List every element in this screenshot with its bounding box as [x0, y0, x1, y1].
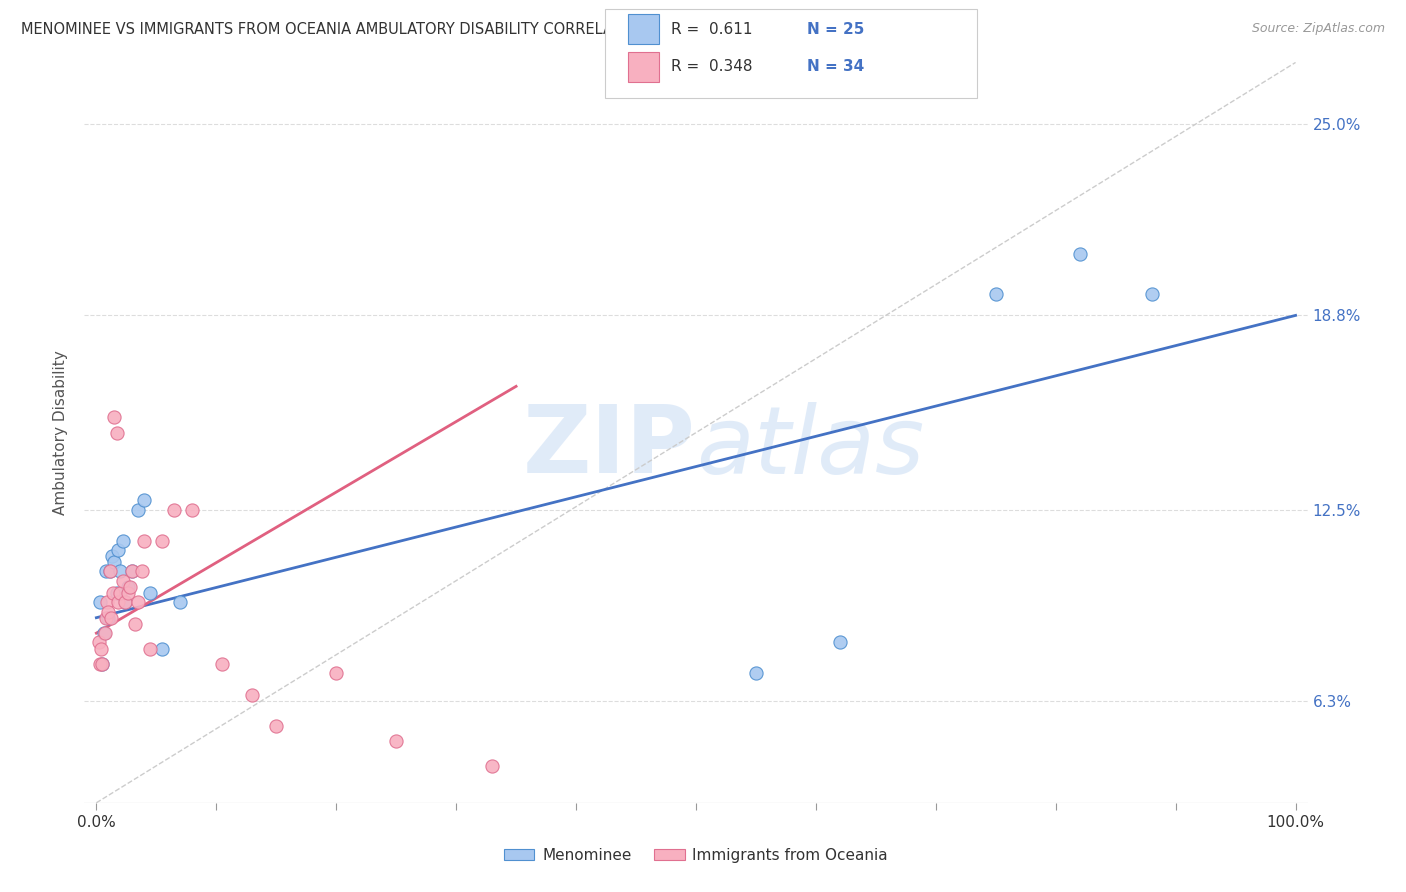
Point [1140, 286, 1163, 301]
Point [97, 610, 120, 624]
Point [121, 565, 143, 579]
Point [481, 758, 503, 772]
Point [97, 605, 120, 619]
Point [93, 626, 115, 640]
Point [114, 595, 136, 609]
Point [117, 580, 139, 594]
Point [101, 586, 124, 600]
Point [828, 635, 851, 649]
Point [107, 595, 129, 609]
Text: N = 25: N = 25 [807, 21, 865, 37]
Text: Source: ZipAtlas.com: Source: ZipAtlas.com [1251, 22, 1385, 36]
Point [91, 657, 114, 671]
Point [745, 666, 768, 681]
Point [111, 533, 134, 548]
Point [98, 565, 121, 579]
Point [150, 533, 173, 548]
Point [114, 595, 136, 609]
Text: MENOMINEE VS IMMIGRANTS FROM OCEANIA AMBULATORY DISABILITY CORRELATION CHART: MENOMINEE VS IMMIGRANTS FROM OCEANIA AMB… [21, 22, 702, 37]
Text: R =  0.348: R = 0.348 [671, 60, 752, 74]
Point [110, 586, 132, 600]
Point [100, 610, 122, 624]
Point [134, 493, 156, 508]
Point [89, 657, 111, 671]
Point [121, 565, 143, 579]
Legend: Menominee, Immigrants from Oceania: Menominee, Immigrants from Oceania [498, 842, 894, 869]
Point [169, 595, 191, 609]
Point [139, 586, 162, 600]
Point [163, 502, 186, 516]
Point [103, 555, 125, 569]
Point [87, 635, 110, 649]
Y-axis label: Ambulatory Disability: Ambulatory Disability [53, 351, 69, 515]
Text: R =  0.611: R = 0.611 [671, 21, 752, 37]
Point [240, 688, 263, 702]
Point [94, 610, 117, 624]
Point [89, 595, 111, 609]
Text: N = 34: N = 34 [807, 60, 865, 74]
Point [984, 286, 1007, 301]
Point [96, 595, 118, 609]
Point [264, 719, 287, 733]
Point [105, 586, 128, 600]
Point [134, 533, 156, 548]
Point [94, 565, 117, 579]
Text: ZIP: ZIP [523, 401, 696, 493]
Point [110, 565, 132, 579]
Point [91, 657, 114, 671]
Point [150, 641, 173, 656]
Point [103, 410, 125, 425]
Point [101, 549, 124, 563]
Point [107, 542, 129, 557]
Point [139, 641, 162, 656]
Text: atlas: atlas [696, 402, 924, 493]
Point [181, 502, 204, 516]
Point [211, 657, 233, 671]
Point [117, 586, 139, 600]
Point [325, 666, 347, 681]
Point [127, 502, 149, 516]
Point [127, 595, 149, 609]
Point [118, 580, 141, 594]
Point [93, 626, 117, 640]
Point [105, 425, 128, 440]
Point [131, 565, 153, 579]
Point [111, 574, 134, 588]
Point [385, 734, 408, 748]
Point [1069, 246, 1091, 260]
Point [90, 641, 112, 656]
Point [98, 565, 121, 579]
Point [124, 616, 146, 631]
